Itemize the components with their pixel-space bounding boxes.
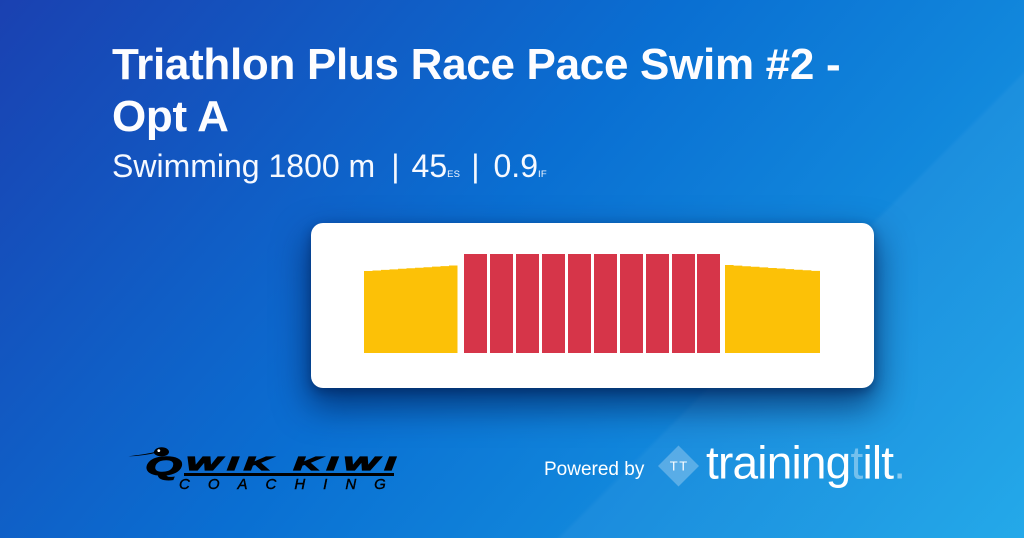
svg-text:TT: TT [670,459,689,474]
svg-text:Powered by: Powered by [544,459,645,480]
svg-text:trainingtilt.: trainingtilt. [706,436,905,488]
